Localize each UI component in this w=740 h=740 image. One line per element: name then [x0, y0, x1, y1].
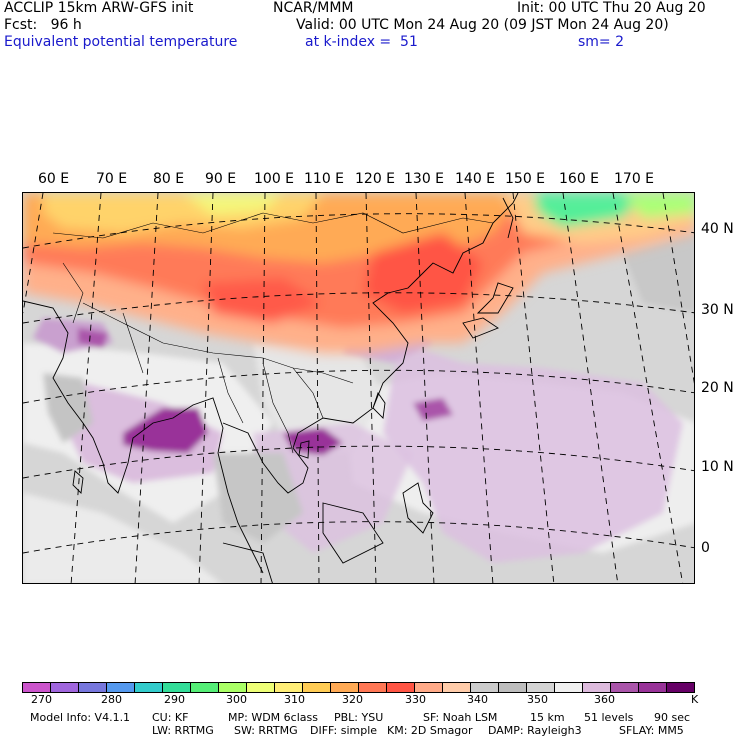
model-title: ACCLIP 15km ARW-GFS init [4, 0, 194, 16]
lon-label: 120 E [355, 171, 396, 187]
lat-label: 0 [701, 540, 710, 556]
field-name: Equivalent potential temperature [4, 34, 238, 50]
colorbar-tick: 270 [31, 693, 52, 706]
colorbar-tick: 330 [405, 693, 426, 706]
center-label: NCAR/MMM [273, 0, 354, 16]
colorbar-segment [135, 683, 163, 692]
lon-label: 170 E [614, 171, 655, 187]
colorbar-segment [527, 683, 555, 692]
mp-scheme: MP: WDM 6class [228, 711, 318, 724]
sw-scheme: SW: RRTMG [234, 724, 298, 737]
theta-e-field [183, 193, 283, 215]
colorbar-unit: K [691, 693, 699, 706]
colorbar-tick: 300 [226, 693, 247, 706]
levels: 51 levels [584, 711, 634, 724]
lon-label: 100 E [254, 171, 295, 187]
lon-label: 60 E [38, 171, 70, 187]
forecast-hour: Fcst: 96 h [4, 17, 82, 33]
colorbar-tick: 290 [164, 693, 185, 706]
model-info: Model Info: V4.1.1 [30, 711, 131, 724]
colorbar-tick: 320 [342, 693, 363, 706]
colorbar-tick: 280 [101, 693, 122, 706]
colorbar-segment [387, 683, 415, 692]
lon-label: 140 E [455, 171, 496, 187]
colorbar-segment [303, 683, 331, 692]
graticule [23, 193, 694, 583]
lon-label: 80 E [153, 171, 185, 187]
colorbar-tick: 360 [594, 693, 615, 706]
colorbar-segment [191, 683, 219, 692]
theta-e-max [123, 408, 208, 453]
colorbar-segment [275, 683, 303, 692]
theta-e-field [623, 193, 694, 218]
lon-label: 110 E [304, 171, 345, 187]
lat-label: 10 N [701, 459, 734, 475]
colorbar-segment [219, 683, 247, 692]
theta-e-field [383, 343, 683, 563]
lon-label: 130 E [404, 171, 445, 187]
colorbar-tick: 340 [467, 693, 488, 706]
colorbar-segment [443, 683, 471, 692]
sflay-scheme: SFLAY: MM5 [619, 724, 684, 737]
lon-label: 90 E [205, 171, 237, 187]
colorbar-segment [247, 683, 275, 692]
colorbar-segment [23, 683, 51, 692]
map-panel [22, 192, 695, 584]
theta-e-field [203, 278, 323, 323]
timestep: 90 sec [654, 711, 691, 724]
colorbar-segment [415, 683, 443, 692]
sf-scheme: SF: Noah LSM [423, 711, 498, 724]
colorbar-segment [471, 683, 499, 692]
colorbar-segment [611, 683, 639, 692]
lon-label: 160 E [559, 171, 600, 187]
colorbar-segment [163, 683, 191, 692]
coastlines [23, 193, 519, 583]
colorbar-segment [79, 683, 107, 692]
lon-label: 150 E [505, 171, 546, 187]
pbl-scheme: PBL: YSU [334, 711, 384, 724]
colorbar-segment [583, 683, 611, 692]
colorbar-segment [359, 683, 387, 692]
lon-label: 70 E [96, 171, 128, 187]
resolution: 15 km [530, 711, 565, 724]
colorbar-segment [107, 683, 135, 692]
diff-scheme: DIFF: simple [310, 724, 378, 737]
lat-label: 30 N [701, 302, 734, 318]
lat-label: 40 N [701, 221, 734, 237]
colorbar [22, 682, 695, 693]
theta-e-field [213, 453, 303, 543]
colorbar-segment [555, 683, 583, 692]
km-scheme: KM: 2D Smagor [387, 724, 473, 737]
colorbar-tick: 350 [527, 693, 548, 706]
colorbar-tick: 310 [284, 693, 305, 706]
cu-scheme: CU: KF [152, 711, 189, 724]
init-time: Init: 00 UTC Thu 20 Aug 20 [517, 0, 706, 16]
colorbar-segment [331, 683, 359, 692]
theta-e-field [43, 373, 93, 443]
country-borders [52, 212, 494, 454]
colorbar-segment [639, 683, 667, 692]
theta-e-field [623, 233, 694, 313]
colorbar-segment [499, 683, 527, 692]
smoothing-label: sm= 2 [578, 34, 625, 50]
level-label: at k-index = 51 [305, 34, 418, 50]
colorbar-segment [51, 683, 79, 692]
lw-scheme: LW: RRTMG [152, 724, 214, 737]
theta-e-max [78, 328, 108, 348]
damp-scheme: DAMP: Rayleigh3 [488, 724, 582, 737]
lat-label: 20 N [701, 380, 734, 396]
map-plot [23, 193, 694, 583]
valid-time: Valid: 00 UTC Mon 24 Aug 20 (09 JST Mon … [296, 17, 669, 33]
colorbar-segment [667, 683, 694, 692]
theta-e-max [413, 398, 453, 421]
